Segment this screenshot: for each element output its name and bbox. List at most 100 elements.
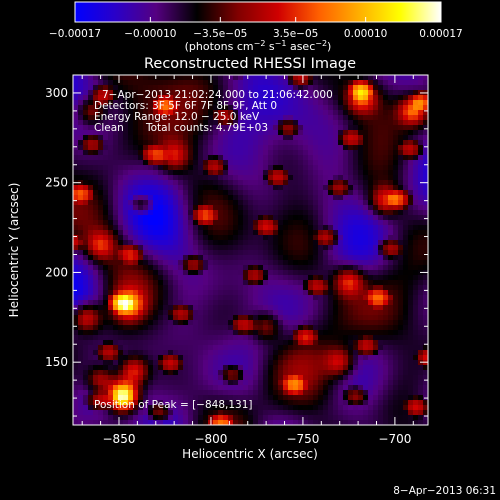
heatmap-cell	[208, 305, 214, 311]
heatmap-cell	[298, 280, 304, 286]
heatmap-cell	[183, 340, 189, 346]
heatmap-cell	[323, 300, 329, 306]
heatmap-cell	[93, 250, 99, 256]
heatmap-cell	[298, 75, 304, 81]
heatmap-cell	[383, 130, 389, 136]
heatmap-cell	[213, 240, 219, 246]
heatmap-cell	[313, 110, 319, 116]
heatmap-cell	[138, 305, 144, 311]
heatmap-cell	[173, 310, 179, 316]
heatmap-cell	[108, 125, 114, 131]
heatmap-cell	[418, 400, 424, 406]
heatmap-cell	[143, 420, 149, 425]
heatmap-cell	[328, 310, 334, 316]
heatmap-cell	[123, 120, 129, 126]
heatmap-cell	[393, 320, 399, 326]
heatmap-cell	[253, 230, 259, 236]
heatmap-cell	[148, 410, 154, 416]
heatmap-cell	[148, 340, 154, 346]
heatmap-cell	[133, 165, 139, 171]
heatmap-cell	[398, 400, 404, 406]
heatmap-cell	[378, 155, 384, 161]
heatmap-cell	[273, 370, 279, 376]
heatmap-cell	[93, 395, 99, 401]
heatmap-cell	[373, 255, 379, 261]
heatmap-cell	[138, 115, 144, 121]
heatmap-cell	[143, 370, 149, 376]
heatmap-cell	[298, 150, 304, 156]
heatmap-cell	[118, 260, 124, 266]
heatmap-cell	[158, 240, 164, 246]
heatmap-cell	[288, 200, 294, 206]
heatmap-cell	[118, 220, 124, 226]
heatmap-cell	[338, 95, 344, 101]
heatmap-cell	[183, 385, 189, 391]
heatmap-cell	[163, 320, 169, 326]
heatmap-cell	[193, 325, 199, 331]
heatmap-cell	[323, 100, 329, 106]
heatmap-cell	[398, 280, 404, 286]
heatmap-cell	[213, 270, 219, 276]
heatmap-cell	[263, 250, 269, 256]
heatmap-cell	[78, 95, 84, 101]
heatmap-cell	[323, 305, 329, 311]
heatmap-cell	[398, 380, 404, 386]
heatmap-cell	[348, 295, 354, 301]
heatmap-cell	[163, 160, 169, 166]
heatmap-cell	[373, 330, 379, 336]
heatmap-cell	[308, 310, 314, 316]
heatmap-cell	[178, 415, 184, 421]
heatmap-cell	[208, 405, 214, 411]
heatmap-cell	[93, 310, 99, 316]
heatmap-cell	[378, 230, 384, 236]
heatmap-cell	[283, 120, 289, 126]
heatmap-cell	[383, 310, 389, 316]
heatmap-cell	[368, 100, 374, 106]
heatmap-cell	[123, 340, 129, 346]
heatmap-cell	[123, 330, 129, 336]
heatmap-cell	[358, 120, 364, 126]
heatmap-cell	[328, 170, 334, 176]
heatmap-cell	[208, 410, 214, 416]
heatmap-cell	[333, 220, 339, 226]
heatmap-cell	[283, 305, 289, 311]
heatmap-cell	[283, 400, 289, 406]
heatmap-cell	[278, 170, 284, 176]
heatmap-cell	[118, 130, 124, 136]
heatmap-cell	[143, 140, 149, 146]
heatmap-cell	[398, 410, 404, 416]
heatmap-cell	[293, 165, 299, 171]
heatmap-cell	[193, 385, 199, 391]
heatmap-cell	[193, 405, 199, 411]
heatmap-cell	[413, 165, 419, 171]
heatmap-cells	[73, 75, 428, 425]
heatmap-cell	[378, 380, 384, 386]
heatmap-cell	[363, 280, 369, 286]
heatmap-cell	[133, 390, 139, 396]
heatmap-cell	[253, 145, 259, 151]
heatmap-cell	[328, 85, 334, 91]
heatmap-cell	[253, 185, 259, 191]
heatmap-cell	[173, 200, 179, 206]
heatmap-cell	[133, 285, 139, 291]
heatmap-cell	[283, 100, 289, 106]
heatmap-cell	[373, 220, 379, 226]
heatmap-cell	[348, 370, 354, 376]
heatmap-cell	[208, 315, 214, 321]
heatmap-cell	[213, 205, 219, 211]
heatmap-cell	[273, 110, 279, 116]
heatmap-cell	[173, 115, 179, 121]
heatmap-cell	[263, 145, 269, 151]
heatmap-cell	[158, 370, 164, 376]
heatmap-cell	[378, 145, 384, 151]
heatmap-cell	[283, 140, 289, 146]
heatmap-cell	[133, 130, 139, 136]
heatmap-cell	[268, 245, 274, 251]
heatmap-cell	[278, 245, 284, 251]
heatmap-cell	[418, 260, 424, 266]
heatmap-cell	[403, 120, 409, 126]
heatmap-cell	[288, 400, 294, 406]
heatmap-cell	[283, 125, 289, 131]
heatmap-cell	[93, 315, 99, 321]
heatmap-cell	[158, 305, 164, 311]
